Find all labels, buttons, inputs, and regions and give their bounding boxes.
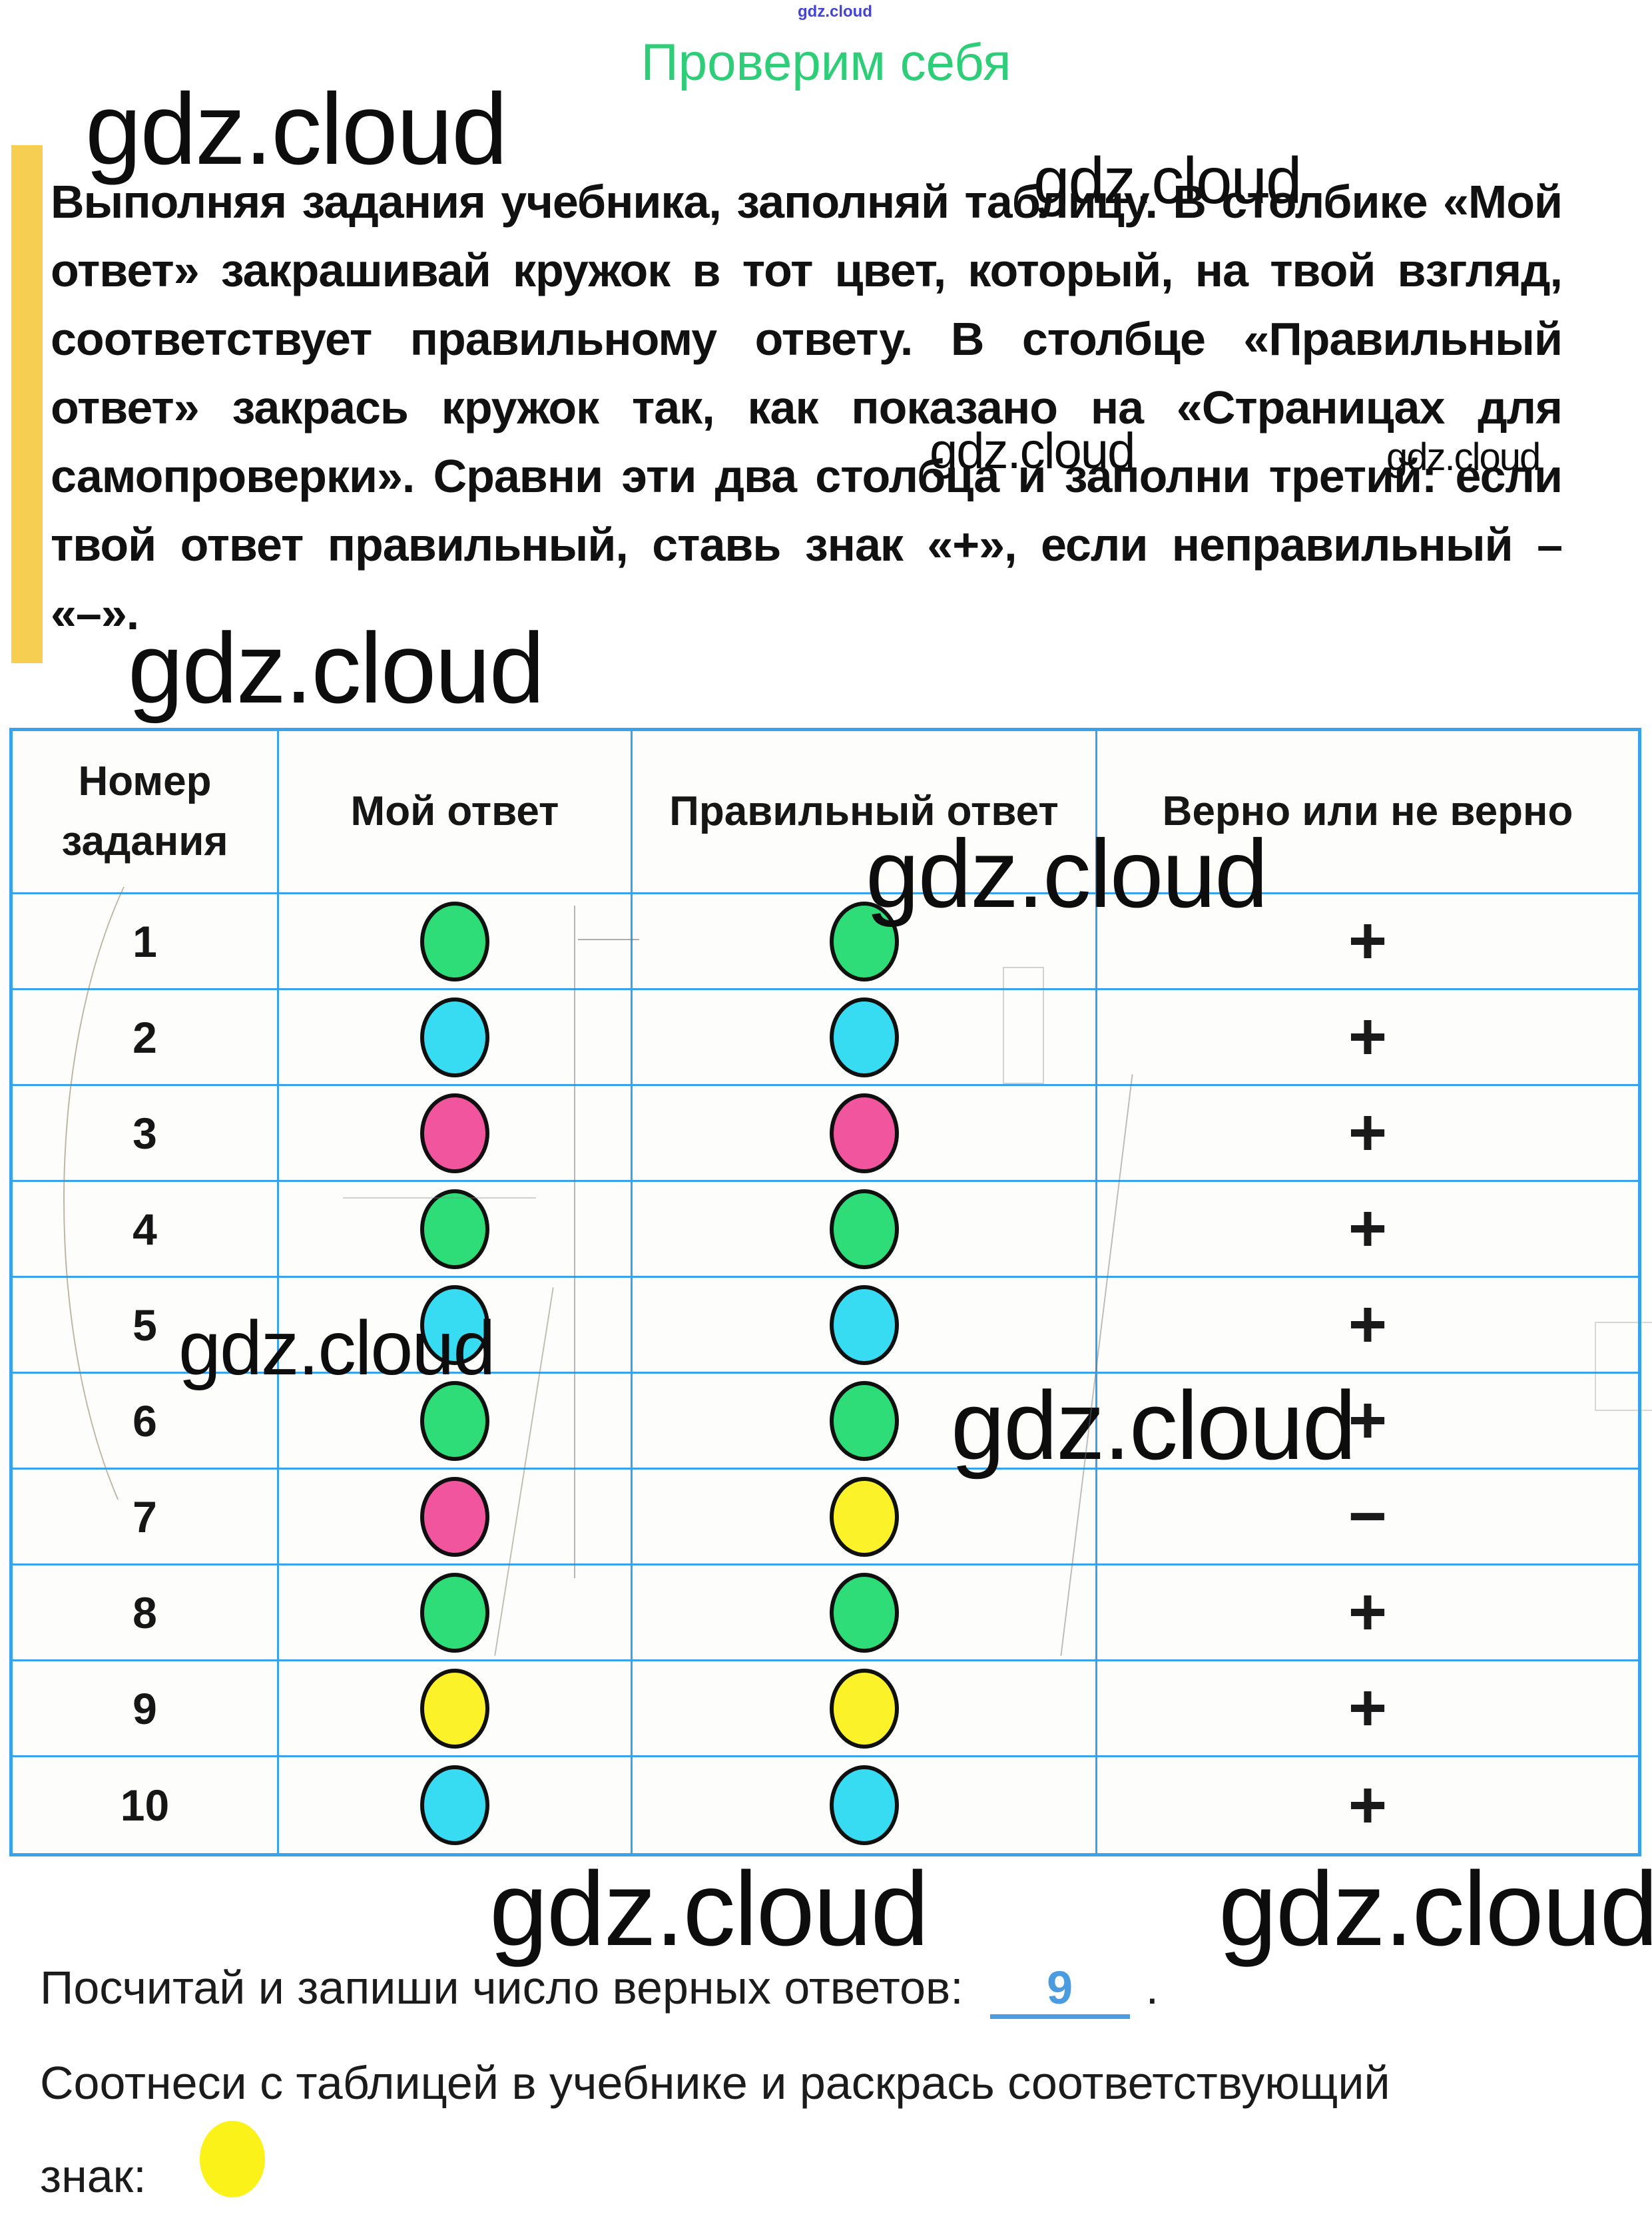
my-answer-cell <box>279 1278 633 1374</box>
watermark: gdz.cloud <box>1033 144 1302 217</box>
page-title: Проверим себя <box>641 33 1011 91</box>
result-sign[interactable]: − <box>1097 1470 1638 1565</box>
watermark: gdz.cloud <box>178 1306 495 1391</box>
my-answer-circle[interactable] <box>420 1765 489 1845</box>
intro-line: самопроверки». Сравни эти два столбца и … <box>51 450 1562 502</box>
my-answer-cell <box>279 990 633 1086</box>
my-answer-circle[interactable] <box>420 1476 489 1557</box>
correct-answer-circle[interactable] <box>829 901 899 981</box>
my-answer-cell <box>279 894 633 990</box>
correct-answer-cell <box>633 1086 1097 1182</box>
correct-answer-circle[interactable] <box>829 997 899 1077</box>
correct-answer-circle[interactable] <box>829 1476 899 1557</box>
intro-line: «–». <box>51 587 139 639</box>
intro-line: соответствует правильному ответу. В стол… <box>51 313 1562 365</box>
header-my-answer: Мой ответ <box>279 731 633 894</box>
task-number: 9 <box>13 1661 279 1757</box>
my-answer-cell <box>279 1086 633 1182</box>
correct-answer-cell <box>633 1470 1097 1565</box>
my-answer-circle[interactable] <box>420 1380 489 1461</box>
my-answer-cell <box>279 1757 633 1853</box>
watermark-top-tiny: gdz.cloud <box>798 3 872 21</box>
my-answer-cell <box>279 1470 633 1565</box>
result-sign[interactable]: + <box>1097 1278 1638 1374</box>
correct-answer-cell <box>633 894 1097 990</box>
correct-answer-cell <box>633 1278 1097 1374</box>
watermark: gdz.cloud <box>951 1371 1356 1480</box>
correct-answer-circle[interactable] <box>829 1284 899 1365</box>
result-sign[interactable]: + <box>1097 990 1638 1086</box>
result-sign[interactable]: + <box>1097 1182 1638 1278</box>
task-number: 1 <box>13 894 279 990</box>
task-number: 2 <box>13 990 279 1086</box>
task-number: 4 <box>13 1182 279 1278</box>
task-number: 5 <box>13 1278 279 1374</box>
my-answer-circle[interactable] <box>420 1572 489 1653</box>
result-sign[interactable]: + <box>1097 1374 1638 1470</box>
correct-answer-circle[interactable] <box>829 1765 899 1845</box>
watermark: gdz.cloud <box>866 820 1268 928</box>
my-answer-cell <box>279 1565 633 1661</box>
result-sign[interactable]: + <box>1097 1565 1638 1661</box>
my-answer-cell <box>279 1182 633 1278</box>
correct-answer-cell <box>633 1661 1097 1757</box>
task-number: 3 <box>13 1086 279 1182</box>
result-sign[interactable]: + <box>1097 1661 1638 1757</box>
sign-circle[interactable] <box>200 2121 265 2197</box>
watermark: gdz.cloud <box>85 73 508 186</box>
my-answer-circle[interactable] <box>420 997 489 1077</box>
correct-answer-cell <box>633 1374 1097 1470</box>
count-label: Посчитай и запиши число верных ответов: <box>40 1962 964 2014</box>
correct-answer-cell <box>633 1565 1097 1661</box>
task-number: 7 <box>13 1470 279 1565</box>
header-right-or-wrong: Верно или не верно <box>1097 731 1638 894</box>
correct-count-blank[interactable]: 9 <box>989 1961 1130 2019</box>
sign-label: знак: <box>40 2150 146 2202</box>
result-sign[interactable]: + <box>1097 894 1638 990</box>
count-period: . <box>1145 1962 1159 2014</box>
correct-answer-cell <box>633 1757 1097 1853</box>
watermark: gdz.cloud <box>930 423 1135 479</box>
header-correct-answer: Правильный ответ <box>633 731 1097 894</box>
my-answer-circle[interactable] <box>420 1668 489 1749</box>
my-answer-circle[interactable] <box>420 1284 489 1365</box>
correct-answer-circle[interactable] <box>829 1093 899 1173</box>
result-sign[interactable]: + <box>1348 1767 1388 1842</box>
intro-line: ответ» закрашивай кружок в тот цвет, кот… <box>51 244 1562 296</box>
watermark: gdz.cloud <box>1386 435 1541 479</box>
task-number: 10 <box>13 1757 279 1853</box>
my-answer-circle[interactable] <box>420 1093 489 1173</box>
correct-answer-circle[interactable] <box>829 1668 899 1749</box>
watermark: gdz.cloud <box>128 612 545 724</box>
task-number: 6 <box>13 1374 279 1470</box>
correct-answer-circle[interactable] <box>829 1189 899 1269</box>
correct-answer-cell <box>633 990 1097 1086</box>
answers-table: Номер задания Мой ответ Правильный ответ… <box>9 728 1641 1856</box>
my-answer-cell <box>279 1374 633 1470</box>
match-line: Соотнеси с таблицей в учебнике и раскрас… <box>40 2057 1390 2109</box>
intro-line: Выполняя задания учебника, заполняй табл… <box>51 176 1562 228</box>
count-line: Посчитай и запиши число верных ответов: 9… <box>40 1961 1159 2019</box>
my-answer-cell <box>279 1661 633 1757</box>
correct-answer-cell <box>633 1182 1097 1278</box>
correct-count-value: 9 <box>1047 1962 1073 2014</box>
my-answer-circle[interactable] <box>420 901 489 981</box>
header-task-number: Номер задания <box>13 731 279 894</box>
intro-line: ответ» закрась кружок так, как показано … <box>51 382 1562 433</box>
highlight-bar <box>11 145 43 663</box>
correct-answer-circle[interactable] <box>829 1380 899 1461</box>
watermark: gdz.cloud <box>489 1850 929 1968</box>
correct-answer-circle[interactable] <box>829 1572 899 1653</box>
my-answer-circle[interactable] <box>420 1189 489 1269</box>
intro-line: твой ответ правильный, ставь знак «+», е… <box>51 519 1562 571</box>
result-sign[interactable]: + <box>1097 1086 1638 1182</box>
intro-paragraph: Выполняя задания учебника, заполняй табл… <box>51 168 1562 648</box>
task-number: 8 <box>13 1565 279 1661</box>
watermark: gdz.cloud <box>1219 1850 1652 1968</box>
